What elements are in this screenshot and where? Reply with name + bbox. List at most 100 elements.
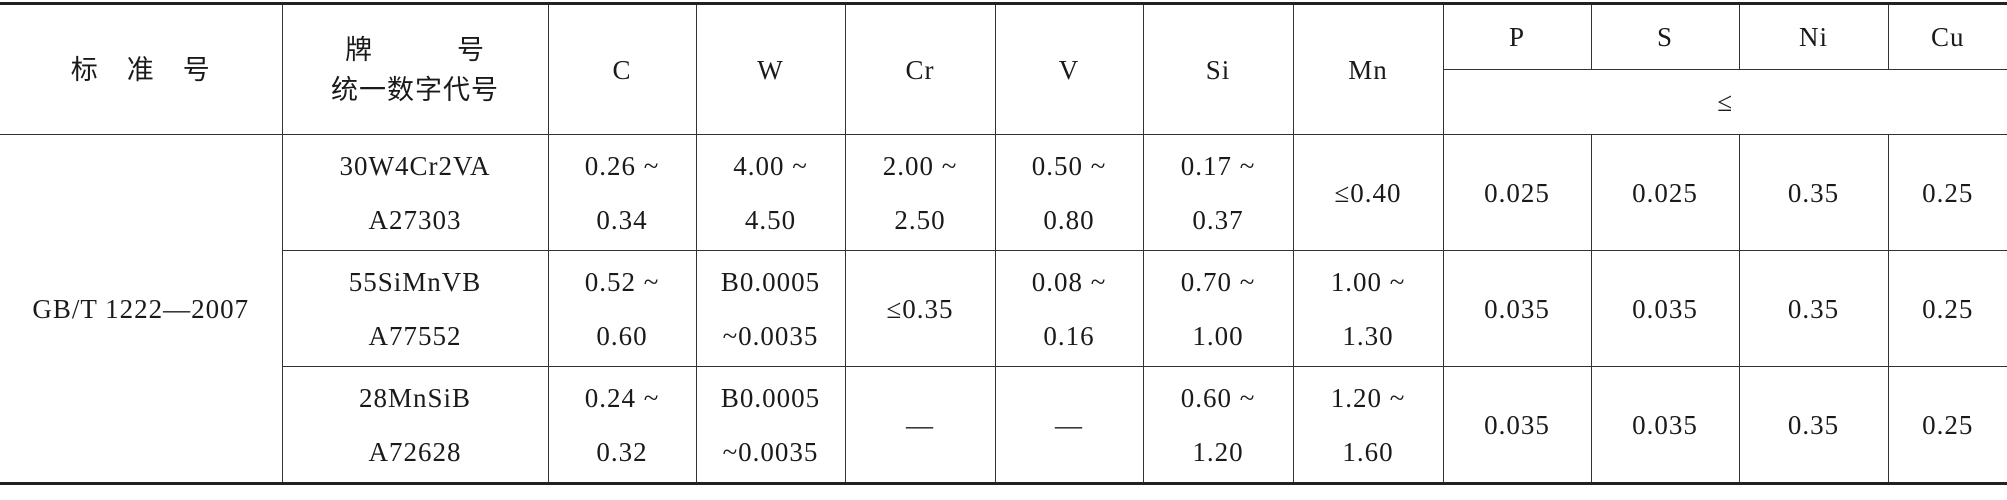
cell-line: V [996,50,1143,90]
standard-cell: GB/T 1222—2007 [0,135,282,484]
cell-line: 0.35 [1740,166,1888,220]
cell-line: 1.20 ~ [1294,371,1443,425]
cell-line: — [846,398,995,452]
data-cell: 0.35 [1739,135,1888,251]
cell-line: ≤0.35 [846,282,995,336]
header-cell: Mn [1293,4,1443,135]
data-cell: 0.17 ~0.37 [1143,135,1293,251]
header-cell: Ni [1739,4,1888,70]
header-cell: W [696,4,845,135]
data-cell: 4.00 ~4.50 [696,135,845,251]
cell-line: 30W4Cr2VA [283,139,548,193]
header-cell: 牌 号统一数字代号 [282,4,548,135]
data-cell: 0.70 ~1.00 [1143,251,1293,367]
cell-line: 0.37 [1144,193,1293,247]
cell-line: 牌 号 [283,30,548,70]
data-cell: 0.35 [1739,251,1888,367]
data-cell: 0.035 [1591,251,1739,367]
cell-line: W [697,50,845,90]
cell-line: — [996,398,1143,452]
header-cell: S [1591,4,1739,70]
data-cell: 0.025 [1591,135,1739,251]
cell-line: A77552 [283,309,548,363]
cell-line: 1.00 ~ [1294,255,1443,309]
cell-line: Si [1144,50,1293,90]
header-cell: Cr [845,4,995,135]
data-cell: ≤0.35 [845,251,995,367]
cell-line: 统一数字代号 [283,70,548,110]
cell-line: 0.26 ~ [549,139,696,193]
data-cell: — [845,367,995,484]
data-cell: 0.26 ~0.34 [548,135,696,251]
cell-line: 0.035 [1444,282,1591,336]
cell-line: ~0.0035 [697,425,845,479]
cell-line: P [1444,17,1591,57]
cell-line: 55SiMnVB [283,255,548,309]
data-cell: B0.0005~0.0035 [696,251,845,367]
data-cell: 0.035 [1591,367,1739,484]
cell-line: 0.34 [549,193,696,247]
cell-line: 0.60 ~ [1144,371,1293,425]
cell-line: Cu [1889,17,2007,57]
cell-line: ≤ [1444,82,2007,122]
cell-line: 2.50 [846,193,995,247]
header-cell: Si [1143,4,1293,135]
cell-line: 4.00 ~ [697,139,845,193]
cell-line: B0.0005 [697,255,845,309]
cell-line: 0.24 ~ [549,371,696,425]
cell-line: 0.17 ~ [1144,139,1293,193]
data-cell: 1.20 ~1.60 [1293,367,1443,484]
cell-line: C [549,50,696,90]
cell-line: 标 准 号 [0,50,282,90]
cell-line: ≤0.40 [1294,166,1443,220]
cell-line: 0.035 [1444,398,1591,452]
data-cell: 0.08 ~0.16 [995,251,1143,367]
data-cell: 0.25 [1888,135,2007,251]
cell-line: 0.025 [1444,166,1591,220]
data-cell: 0.35 [1739,367,1888,484]
data-cell: 0.24 ~0.32 [548,367,696,484]
cell-line: 0.035 [1592,398,1739,452]
cell-line: 0.52 ~ [549,255,696,309]
header-cell: C [548,4,696,135]
cell-line: GB/T 1222—2007 [0,282,282,336]
header-cell: P [1443,4,1591,70]
cell-line: ~0.0035 [697,309,845,363]
header-cell: 标 准 号 [0,4,282,135]
cell-line: A27303 [283,193,548,247]
cell-line: 0.035 [1592,282,1739,336]
data-cell: 0.60 ~1.20 [1143,367,1293,484]
data-cell: 0.25 [1888,367,2007,484]
cell-line: Cr [846,50,995,90]
cell-line: A72628 [283,425,548,479]
cell-line: 28MnSiB [283,371,548,425]
cell-line: 2.00 ~ [846,139,995,193]
cell-line: 0.70 ~ [1144,255,1293,309]
cell-line: Ni [1740,17,1888,57]
data-cell: 2.00 ~2.50 [845,135,995,251]
cell-line: 1.20 [1144,425,1293,479]
data-cell: — [995,367,1143,484]
data-cell: 1.00 ~1.30 [1293,251,1443,367]
cell-line: 1.30 [1294,309,1443,363]
cell-line: 0.35 [1740,398,1888,452]
data-cell: 0.025 [1443,135,1591,251]
cell-line: 0.32 [549,425,696,479]
data-cell: 0.035 [1443,367,1591,484]
cell-line: S [1592,17,1739,57]
cell-line: 0.60 [549,309,696,363]
header-cell: ≤ [1443,70,2007,135]
data-cell: 0.52 ~0.60 [548,251,696,367]
data-cell: 0.25 [1888,251,2007,367]
cell-line: 0.16 [996,309,1143,363]
cell-line: 0.025 [1592,166,1739,220]
data-cell: 0.50 ~0.80 [995,135,1143,251]
cell-line: 0.80 [996,193,1143,247]
